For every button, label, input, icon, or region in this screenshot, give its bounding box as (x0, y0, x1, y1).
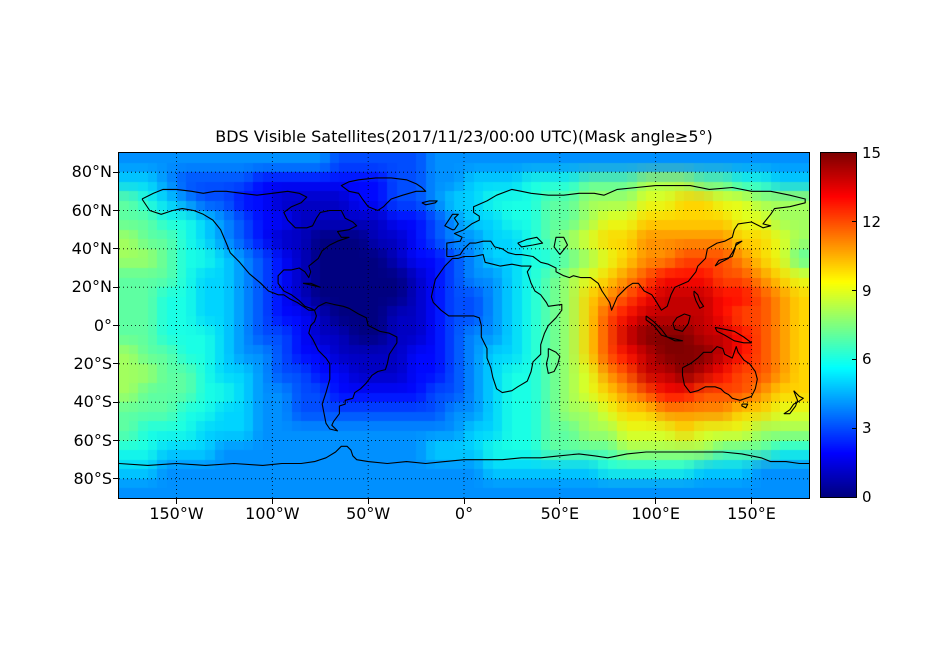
y-tick-mark (113, 248, 118, 250)
coastline-eurasia (446, 185, 806, 311)
y-tick-label: 80°N (71, 162, 112, 182)
y-tick-label: 0° (93, 315, 112, 335)
colorbar-tick-label: 3 (862, 419, 872, 438)
x-tick-label: 50°W (346, 504, 391, 523)
coastline-uk (444, 213, 459, 231)
map-plot-area (118, 152, 810, 499)
coastline-antarctica (119, 445, 809, 466)
y-tick-mark (113, 210, 118, 211)
colorbar-tick-mark (852, 427, 857, 429)
coastline-new-zealand (783, 390, 804, 415)
x-tick-label: 150°E (727, 504, 776, 523)
x-tick-label: 100°E (631, 504, 680, 523)
colorbar-tick-label: 6 (862, 350, 872, 369)
coastline-south-america (308, 301, 398, 432)
x-tick-mark (655, 499, 657, 504)
colorbar-tick-mark (852, 358, 857, 360)
colorbar-tick-mark (852, 221, 857, 223)
colorbar-gradient (821, 153, 856, 497)
x-tick-mark (463, 499, 465, 504)
x-tick-mark (367, 499, 369, 504)
y-tick-mark (113, 401, 118, 403)
colorbar-tick-label: 9 (862, 281, 872, 300)
coastline-japan (714, 240, 743, 267)
y-tick-mark (113, 325, 118, 326)
x-tick-label: 50°E (540, 504, 580, 523)
colorbar-tick-label: 12 (862, 212, 882, 231)
y-tick-mark (113, 363, 118, 365)
y-tick-label: 60°N (71, 200, 112, 220)
x-tick-label: 150°W (149, 504, 204, 523)
colorbar-tick-label: 0 (862, 488, 872, 506)
coastline-caspian-sea (553, 236, 569, 255)
x-tick-mark (559, 499, 561, 504)
x-tick-label: 100°W (245, 504, 300, 523)
y-tick-label: 80°S (73, 468, 112, 488)
colorbar-tick-label: 15 (862, 144, 882, 162)
colorbar-tick-mark (852, 290, 857, 292)
x-tick-mark (176, 499, 177, 504)
coastline-new-guinea (714, 326, 753, 344)
plot-title: BDS Visible Satellites(2017/11/23/00:00 … (215, 127, 713, 146)
map-overlay (119, 153, 809, 498)
y-tick-mark (113, 171, 118, 173)
coastline-black-sea (517, 236, 544, 248)
y-tick-mark (113, 286, 118, 288)
colorbar (820, 152, 857, 498)
coastline-sumatra-java (645, 315, 684, 342)
y-tick-label: 60°S (73, 430, 112, 450)
x-tick-label: 0° (454, 504, 474, 523)
coastline-greenland (340, 177, 427, 212)
coastline-borneo (672, 313, 691, 332)
y-tick-label: 40°N (71, 238, 112, 258)
x-tick-mark (751, 499, 752, 504)
coastline-africa (430, 254, 563, 394)
y-tick-mark (113, 440, 118, 441)
coastline-north-america (141, 188, 358, 311)
y-tick-label: 20°S (73, 353, 112, 373)
coastlines (119, 177, 809, 466)
y-tick-label: 40°S (73, 392, 112, 412)
y-tick-label: 20°N (71, 277, 112, 297)
coastline-australia (681, 346, 758, 401)
coastline-madagascar (545, 348, 561, 374)
coastline-cuba (302, 282, 321, 288)
y-tick-mark (113, 478, 118, 480)
coastline-tasmania (741, 403, 749, 409)
coastline-philippines (693, 290, 705, 309)
coastline-iceland (421, 200, 438, 206)
gridlines (119, 153, 809, 498)
x-tick-mark (271, 499, 273, 504)
